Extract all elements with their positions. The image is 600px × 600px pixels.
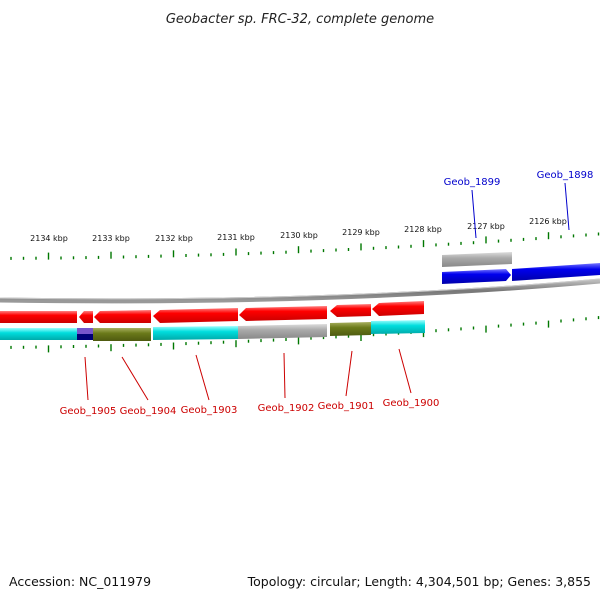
gene-1903-arrow[interactable] — [153, 308, 238, 323]
gene-1904-arrow[interactable] — [94, 310, 151, 323]
gene-label-1899[interactable]: Geob_1899 — [444, 177, 501, 188]
leader-1901 — [345, 350, 353, 397]
label-leaders — [84, 182, 570, 401]
leader-1899 — [471, 189, 477, 239]
cog-bar-1902[interactable] — [238, 324, 327, 339]
gene-label-1903[interactable]: Geob_1903 — [181, 405, 238, 416]
scale-label-2134: 2134 kbp — [30, 234, 68, 243]
gene-labels: Geob_1905 Geob_1904 Geob_1903 Geob_1902 … — [60, 170, 594, 417]
scale-label-2126: 2126 kbp — [529, 217, 567, 226]
genome-backbone-highlight — [0, 278, 600, 300]
gene-label-1904[interactable]: Geob_1904 — [120, 406, 177, 417]
gene-1902-arrow[interactable] — [239, 306, 327, 321]
gene-1900-arrow[interactable] — [372, 301, 424, 316]
leader-1900 — [398, 348, 412, 394]
scale-label-2128: 2128 kbp — [404, 225, 442, 234]
gene-label-1901[interactable]: Geob_1901 — [318, 401, 375, 412]
gene-label-1900[interactable]: Geob_1900 — [383, 398, 440, 409]
scale-label-2132: 2132 kbp — [155, 234, 193, 243]
scale-label-2129: 2129 kbp — [342, 228, 380, 237]
gene-label-1902[interactable]: Geob_1902 — [258, 403, 315, 414]
cog-bar-1900[interactable] — [371, 320, 425, 334]
leader-1904 — [121, 356, 149, 401]
scale-ticks-outer — [10, 232, 600, 260]
leader-1905 — [84, 356, 89, 401]
leader-1898 — [564, 182, 570, 231]
gene-1901-arrow[interactable] — [330, 304, 371, 317]
reverse-cog-bars — [0, 320, 425, 341]
cog-bar-1905-bottom[interactable] — [77, 334, 93, 340]
gene-1899-arrow[interactable] — [442, 269, 511, 284]
accession-text: Accession: NC_011979 — [9, 574, 151, 589]
gene-1905b-arrow[interactable] — [79, 311, 93, 323]
cog-bar-1904[interactable] — [93, 328, 151, 341]
gene-label-1898[interactable]: Geob_1898 — [537, 170, 594, 181]
forward-strand — [442, 252, 600, 284]
genome-title: Geobacter sp. FRC-32, complete genome — [166, 12, 434, 27]
cog-bar-1906[interactable] — [0, 328, 77, 340]
genome-backbone — [0, 278, 600, 304]
cog-bar-1903[interactable] — [153, 326, 238, 340]
cog-bar-1905-top[interactable] — [77, 328, 93, 334]
gene-1899-cog-bar[interactable] — [442, 252, 512, 267]
leader-1902 — [283, 352, 286, 399]
reverse-strand — [0, 301, 424, 323]
gene-label-1905[interactable]: Geob_1905 — [60, 406, 117, 417]
gene-1905-arrow[interactable] — [0, 311, 77, 323]
scale-label-2133: 2133 kbp — [92, 234, 130, 243]
gene-1898-arrow[interactable] — [512, 263, 600, 281]
scale-labels: 2134 kbp 2133 kbp 2132 kbp 2131 kbp 2130… — [30, 217, 567, 243]
scale-label-2130: 2130 kbp — [280, 231, 318, 240]
scale-label-2127: 2127 kbp — [467, 222, 505, 231]
leader-1903 — [195, 354, 210, 401]
genome-summary-text: Topology: circular; Length: 4,304,501 bp… — [247, 574, 591, 589]
scale-ticks-inner — [10, 316, 600, 353]
cog-bar-1901[interactable] — [330, 322, 371, 336]
scale-label-2131: 2131 kbp — [217, 233, 255, 242]
